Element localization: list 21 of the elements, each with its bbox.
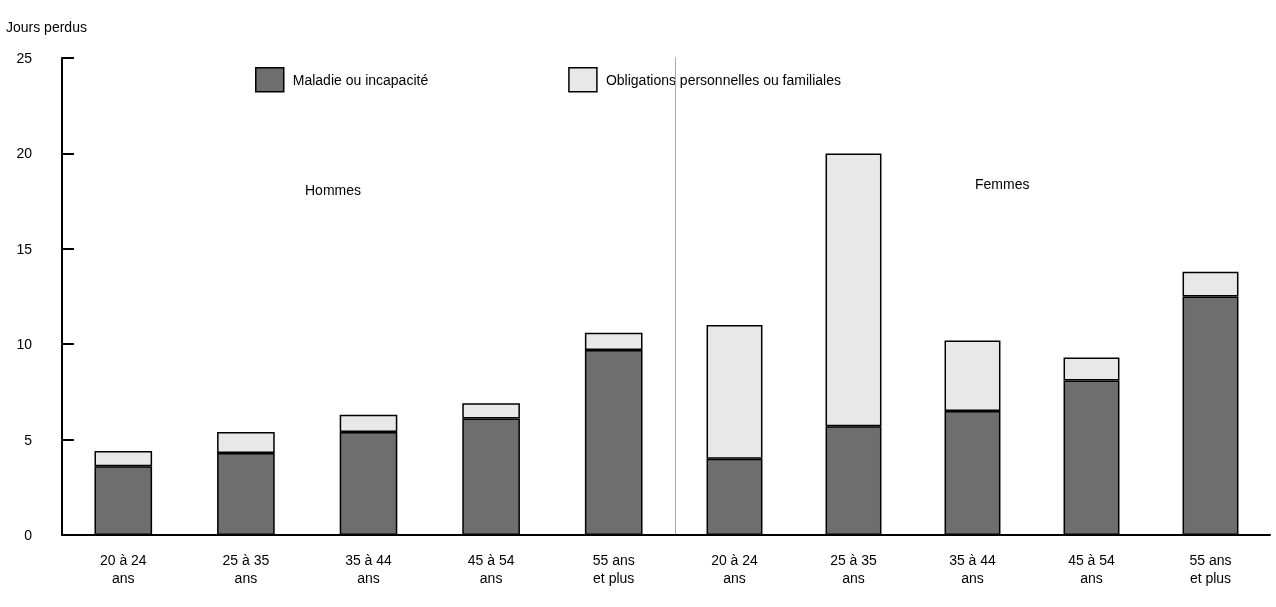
y-tick-label: 10 bbox=[16, 336, 33, 353]
x-tick-label: 20 à 24 ans bbox=[711, 552, 759, 586]
y-tick-label: 25 bbox=[16, 50, 33, 66]
y-tick-label: 15 bbox=[16, 240, 33, 257]
x-tick-label: 45 à 54 ans bbox=[467, 552, 515, 586]
x-tick-label: 25 à 35 ans bbox=[830, 552, 878, 586]
x-tick-label: 20 à 24 ans bbox=[99, 552, 147, 586]
x-tick-label: 35 à 44 ans bbox=[949, 552, 997, 586]
x-tick-label: 55 ans et plus bbox=[592, 552, 635, 586]
legend-label: Maladie ou incapacité bbox=[292, 71, 429, 88]
x-tick-label: 45 à 54 ans bbox=[1068, 552, 1116, 586]
x-tick-label: 25 à 35 ans bbox=[222, 552, 270, 586]
y-axis-title: Jours perdus bbox=[6, 19, 87, 35]
annotation: Hommes bbox=[305, 182, 362, 198]
x-tick-label: 55 ans et plus bbox=[1189, 552, 1232, 586]
x-tick-label: 35 à 44 ans bbox=[345, 552, 393, 586]
y-tick-label: 5 bbox=[24, 431, 33, 448]
y-tick-label: 0 bbox=[24, 527, 33, 543]
legend-label: Obligations personnelles ou familiales bbox=[605, 71, 841, 88]
annotation: Femmes bbox=[975, 176, 1030, 192]
y-tick-label: 20 bbox=[16, 145, 33, 162]
